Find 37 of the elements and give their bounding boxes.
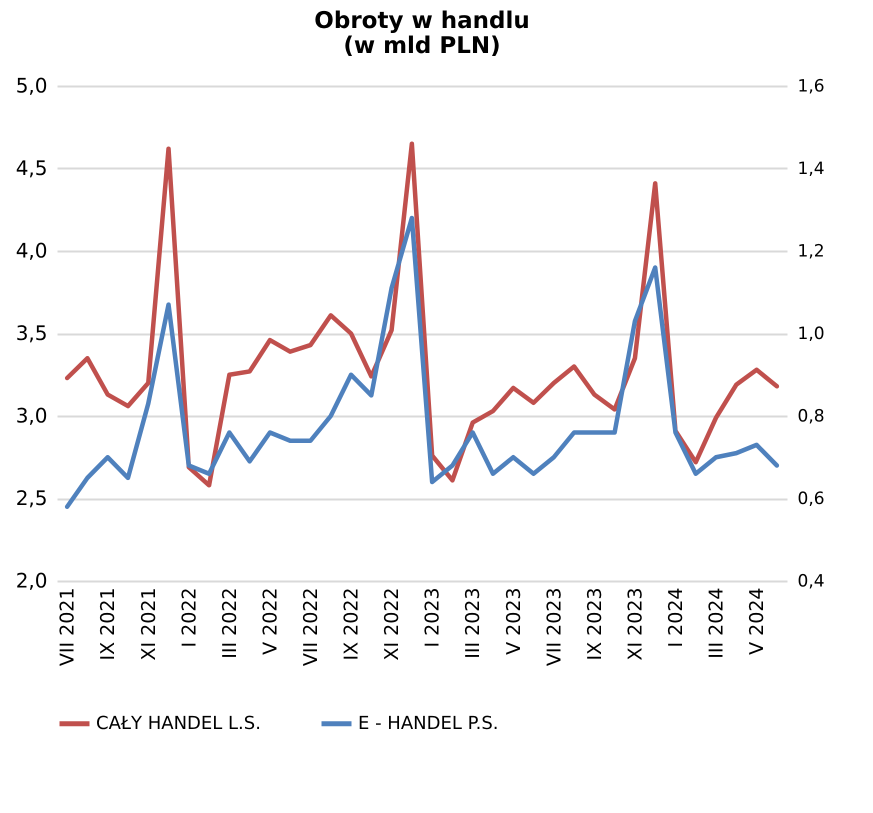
x-tick-label: VII 2021 (56, 588, 79, 666)
y-tick-label: 5,0 (16, 74, 48, 98)
x-tick-label: VII 2022 (300, 588, 322, 666)
y2-tick-label: 0,8 (798, 406, 825, 426)
legend-label: E - HANDEL P.S. (358, 712, 499, 734)
y-tick-label: 4,0 (16, 238, 48, 262)
x-tick-label: I 2024 (664, 588, 687, 648)
x-tick-label: III 2024 (706, 588, 728, 659)
x-tick-label: I 2022 (178, 588, 200, 648)
y2-tick-label: 1,2 (798, 242, 825, 262)
x-tick-label: V 2023 (502, 588, 525, 655)
x-tick-label: XI 2021 (138, 588, 160, 661)
x-tick-label: IX 2023 (584, 588, 606, 661)
x-tick-label: V 2022 (259, 588, 282, 655)
text: (w mld PLN) (343, 33, 501, 59)
y2-tick-label: 1,6 (798, 76, 825, 96)
y2-tick-label: 0,4 (798, 572, 825, 592)
y2-tick-label: 0,6 (798, 489, 825, 509)
x-tick-label: XI 2023 (624, 588, 646, 661)
x-tick-label: IX 2022 (340, 588, 363, 661)
x-tick-label: I 2023 (422, 588, 444, 648)
line-series (64, 216, 780, 509)
y2-tick-label: 1,4 (798, 159, 825, 179)
y2-tick-label: 1,0 (798, 324, 825, 344)
x-tick-label: III 2023 (462, 588, 484, 659)
y-tick-label: 3,0 (16, 404, 48, 428)
x-tick-label: V 2024 (746, 588, 768, 655)
text: Obroty w handlu (314, 8, 530, 34)
legend-label: CAŁY HANDEL L.S. (96, 712, 261, 734)
x-tick-label: IX 2021 (97, 588, 120, 661)
y-tick-label: 4,5 (16, 156, 48, 180)
x-tick-label: III 2022 (218, 588, 241, 659)
x-tick-label: VII 2023 (543, 588, 566, 666)
y-tick-label: 3,5 (16, 321, 48, 345)
y-tick-label: 2,5 (16, 486, 48, 510)
y-tick-label: 2,0 (16, 568, 48, 592)
x-tick-label: XI 2022 (381, 588, 404, 661)
